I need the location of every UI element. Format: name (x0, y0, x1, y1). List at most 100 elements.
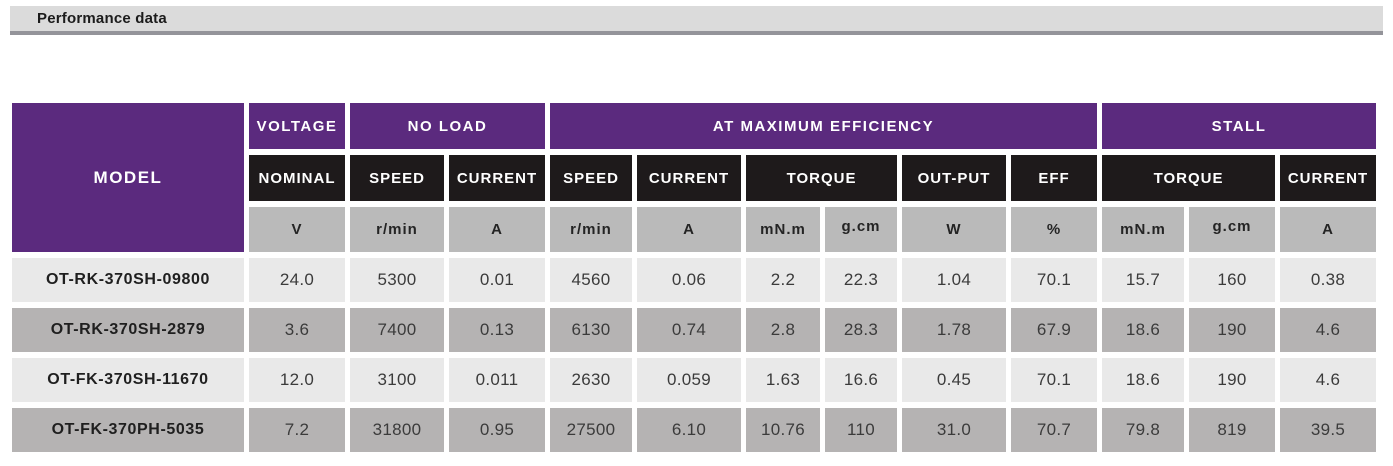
value-cell: 39.5 (1280, 408, 1377, 452)
subheader-stall-torque: TORQUE (1102, 155, 1276, 201)
unit-cell: mN.m (746, 207, 821, 252)
value-cell: 0.06 (637, 258, 742, 302)
value-cell: 27500 (550, 408, 633, 452)
table-row: OT-FK-370PH-5035 7.2 31800 0.95 27500 6.… (12, 408, 1377, 452)
value-cell: 0.45 (902, 358, 1007, 402)
value-cell: 160 (1189, 258, 1276, 302)
value-cell: 0.74 (637, 308, 742, 352)
value-cell: 0.059 (637, 358, 742, 402)
value-cell: 190 (1189, 308, 1276, 352)
value-cell: 31800 (350, 408, 444, 452)
table-row: OT-FK-370SH-11670 12.0 3100 0.011 2630 0… (12, 358, 1377, 402)
value-cell: 67.9 (1011, 308, 1098, 352)
unit-cell: A (637, 207, 742, 252)
performance-table-container: MODEL VOLTAGE NO LOAD AT MAXIMUM EFFICIE… (7, 97, 1393, 458)
value-cell: 3100 (350, 358, 444, 402)
value-cell: 1.63 (746, 358, 821, 402)
value-cell: 31.0 (902, 408, 1007, 452)
value-cell: 0.38 (1280, 258, 1377, 302)
subheader-noload-speed: SPEED (350, 155, 444, 201)
value-cell: 15.7 (1102, 258, 1185, 302)
value-cell: 70.1 (1011, 258, 1098, 302)
value-cell: 10.76 (746, 408, 821, 452)
value-cell: 5300 (350, 258, 444, 302)
value-cell: 2.2 (746, 258, 821, 302)
value-cell: 7400 (350, 308, 444, 352)
group-header-max-efficiency: AT MAXIMUM EFFICIENCY (550, 103, 1098, 149)
value-cell: 28.3 (825, 308, 898, 352)
subheader-output: OUT-PUT (902, 155, 1007, 201)
value-cell: 819 (1189, 408, 1276, 452)
value-cell: 6.10 (637, 408, 742, 452)
value-cell: 18.6 (1102, 358, 1185, 402)
section-title-bar: Performance data (10, 6, 1383, 35)
unit-label: A (683, 221, 695, 238)
subheader-nominal: NOMINAL (249, 155, 345, 201)
model-cell: OT-FK-370SH-11670 (12, 358, 244, 402)
value-cell: 1.78 (902, 308, 1007, 352)
unit-cell: W (902, 207, 1007, 252)
value-cell: 2630 (550, 358, 633, 402)
unit-cell: A (449, 207, 546, 252)
header-group-row: MODEL VOLTAGE NO LOAD AT MAXIMUM EFFICIE… (12, 103, 1377, 252)
value-cell: 12.0 (249, 358, 345, 402)
subheader-maxeff-current: CURRENT (637, 155, 742, 201)
group-header-no-load: NO LOAD (350, 103, 546, 149)
value-cell: 6130 (550, 308, 633, 352)
value-cell: 70.7 (1011, 408, 1098, 452)
unit-label: W (946, 221, 962, 238)
group-header-stall: STALL (1102, 103, 1377, 149)
value-cell: 70.1 (1011, 358, 1098, 402)
unit-label: A (491, 221, 503, 238)
value-cell: 110 (825, 408, 898, 452)
value-cell: 7.2 (249, 408, 345, 452)
unit-cell: mN.m (1102, 207, 1185, 252)
value-cell: 79.8 (1102, 408, 1185, 452)
unit-label: mN.m (760, 221, 806, 238)
subheader-noload-current: CURRENT (449, 155, 546, 201)
unit-cell: V (249, 207, 345, 252)
value-cell: 0.01 (449, 258, 546, 302)
performance-table: MODEL VOLTAGE NO LOAD AT MAXIMUM EFFICIE… (7, 97, 1381, 458)
value-cell: 4560 (550, 258, 633, 302)
model-cell: OT-FK-370PH-5035 (12, 408, 244, 452)
unit-cell: A (1280, 207, 1377, 252)
value-cell: 190 (1189, 358, 1276, 402)
value-cell: 24.0 (249, 258, 345, 302)
group-header-voltage: VOLTAGE (249, 103, 345, 149)
value-cell: 0.13 (449, 308, 546, 352)
value-cell: 3.6 (249, 308, 345, 352)
value-cell: 0.011 (449, 358, 546, 402)
unit-label: g.cm (1212, 218, 1252, 235)
value-cell: 18.6 (1102, 308, 1185, 352)
unit-cell: % (1011, 207, 1098, 252)
section-title: Performance data (37, 10, 167, 27)
value-cell: 0.95 (449, 408, 546, 452)
header-sub-row: NOMINAL SPEED CURRENT SPEED CURRENT TORQ… (12, 155, 1377, 201)
unit-label: % (1046, 221, 1062, 238)
value-cell: 16.6 (825, 358, 898, 402)
value-cell: 22.3 (825, 258, 898, 302)
unit-cell: r/min (350, 207, 444, 252)
unit-cell: g.cm (825, 207, 898, 252)
unit-cell: g.cm (1189, 207, 1276, 252)
value-cell: 2.8 (746, 308, 821, 352)
model-cell: OT-RK-370SH-09800 (12, 258, 244, 302)
unit-label: r/min (570, 221, 612, 238)
model-cell: OT-RK-370SH-2879 (12, 308, 244, 352)
unit-cell: r/min (550, 207, 633, 252)
subheader-eff: EFF (1011, 155, 1098, 201)
subheader-stall-current: CURRENT (1280, 155, 1377, 201)
value-cell: 4.6 (1280, 308, 1377, 352)
subheader-maxeff-speed: SPEED (550, 155, 633, 201)
value-cell: 4.6 (1280, 358, 1377, 402)
value-cell: 1.04 (902, 258, 1007, 302)
unit-label: A (1322, 221, 1334, 238)
subheader-maxeff-torque: TORQUE (746, 155, 898, 201)
table-row: OT-RK-370SH-09800 24.0 5300 0.01 4560 0.… (12, 258, 1377, 302)
table-row: OT-RK-370SH-2879 3.6 7400 0.13 6130 0.74… (12, 308, 1377, 352)
unit-label: mN.m (1120, 221, 1166, 238)
unit-label: V (291, 221, 303, 238)
units-row: V r/min A r/min A mN.m g.cm W % mN.m g.c… (12, 207, 1377, 252)
unit-label: r/min (376, 221, 418, 238)
